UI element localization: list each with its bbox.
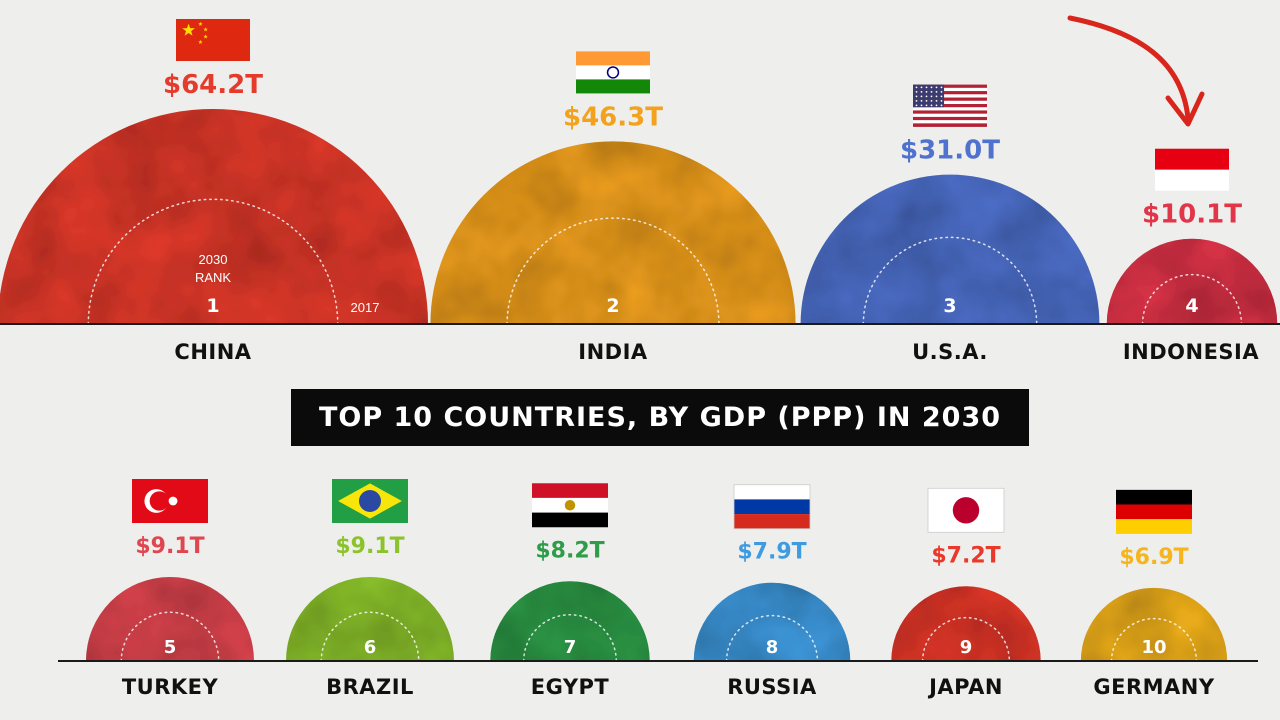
country-label: INDIA — [578, 340, 648, 364]
bubble-turkey — [86, 577, 254, 661]
value-label: $64.2T — [163, 70, 263, 100]
reference-arc — [506, 217, 720, 325]
country-label: CHINA — [174, 340, 251, 364]
rank-number: 3 — [943, 295, 956, 317]
bubble-india — [430, 141, 796, 324]
rank-caption-year: 2030 — [199, 252, 228, 267]
reference-year-label: 2017 — [351, 300, 380, 315]
value-label: $6.9T — [1119, 545, 1188, 570]
bubble-indonesia — [1106, 238, 1278, 324]
rank-number: 6 — [364, 637, 377, 658]
bubble-japan — [891, 586, 1041, 661]
reference-arc — [1141, 274, 1243, 325]
rank-caption-label: RANK — [195, 270, 231, 285]
country-label: GERMANY — [1093, 675, 1214, 699]
reference-arc — [1110, 618, 1198, 662]
bubble-germany — [1080, 587, 1228, 661]
value-label: $46.3T — [563, 102, 663, 132]
rank-number: 2 — [606, 295, 619, 317]
germany-flag — [1116, 489, 1192, 534]
bubble-china — [0, 109, 428, 324]
rank-number: 8 — [766, 637, 779, 658]
rank-number: 4 — [1185, 295, 1198, 317]
russia-flag — [733, 484, 811, 530]
rank-number: 10 — [1141, 637, 1166, 658]
reference-arc — [120, 611, 220, 662]
rank-number: 9 — [960, 637, 973, 658]
india-flag — [576, 51, 650, 94]
country-label: JAPAN — [927, 675, 1003, 699]
reference-arc — [921, 616, 1011, 662]
usa-flag — [913, 84, 987, 127]
bubble-egypt — [490, 581, 650, 661]
brazil-flag — [332, 479, 408, 523]
rank-number: 7 — [564, 637, 577, 658]
value-label: $10.1T — [1142, 200, 1242, 230]
chart-title: TOP 10 COUNTRIES, BY GDP (PPP) IN 2030 — [291, 389, 1029, 446]
value-label: $9.1T — [135, 534, 204, 559]
country-label: EGYPT — [531, 675, 610, 699]
country-label: TURKEY — [122, 675, 219, 699]
value-label: $9.1T — [335, 534, 404, 559]
value-label: $31.0T — [900, 136, 1000, 166]
bubble-usa — [800, 174, 1100, 324]
reference-arc — [523, 614, 617, 662]
reference-arc — [725, 614, 819, 662]
indonesia-flag — [1155, 148, 1229, 191]
rank-number: 5 — [164, 637, 177, 658]
country-label: U.S.A. — [912, 340, 988, 364]
country-label: INDONESIA — [1123, 340, 1260, 364]
reference-arc — [862, 237, 1038, 325]
egypt-flag — [532, 483, 608, 528]
value-label: $8.2T — [535, 538, 604, 563]
value-label: $7.2T — [931, 543, 1000, 568]
value-label: $7.9T — [737, 540, 806, 565]
bubble-russia — [693, 582, 851, 662]
country-label: BRAZIL — [326, 675, 414, 699]
country-label: RUSSIA — [727, 675, 817, 699]
turkey-flag — [132, 479, 208, 523]
highlight-arrow — [1067, 15, 1205, 127]
japan-flag — [927, 487, 1005, 533]
bubble-brazil — [286, 577, 454, 661]
china-flag — [176, 19, 250, 61]
reference-arc — [320, 611, 420, 662]
rank-number: 1 — [206, 295, 219, 317]
